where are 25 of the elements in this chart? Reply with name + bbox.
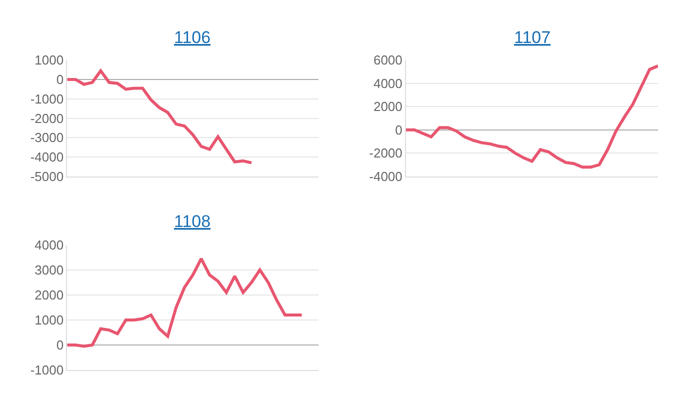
y-tick-label: 1000	[34, 312, 64, 328]
line-series	[67, 257, 304, 348]
y-tick-label: 1000	[34, 52, 64, 68]
y-tick-label: -4000	[30, 150, 64, 165]
y-tick-label: 3000	[34, 262, 64, 278]
y-tick-label: -5000	[30, 168, 64, 184]
y-tick-label: -2000	[30, 110, 64, 126]
line-series	[67, 69, 253, 164]
y-tick-label: -1000	[30, 362, 64, 378]
y-tick-label: -3000	[30, 130, 64, 146]
chart-title: 1107	[514, 28, 551, 47]
y-tick-label: 0	[56, 338, 64, 353]
y-tick-label: -1000	[30, 91, 64, 106]
y-tick-label: 6000	[373, 52, 402, 68]
y-tick-label: -2000	[369, 146, 402, 161]
line-series	[406, 64, 658, 169]
y-tick-label: -4000	[369, 168, 402, 184]
y-tick-label: 0	[56, 72, 64, 88]
chart-title: 1108	[174, 212, 211, 231]
y-tick-label: 2000	[34, 288, 64, 303]
y-tick-label: 4000	[34, 237, 64, 252]
y-tick-label: 4000	[373, 76, 402, 91]
y-tick-label: 2000	[373, 99, 402, 114]
y-tick-label: 0	[395, 122, 402, 138]
chart-title: 1106	[174, 28, 211, 47]
